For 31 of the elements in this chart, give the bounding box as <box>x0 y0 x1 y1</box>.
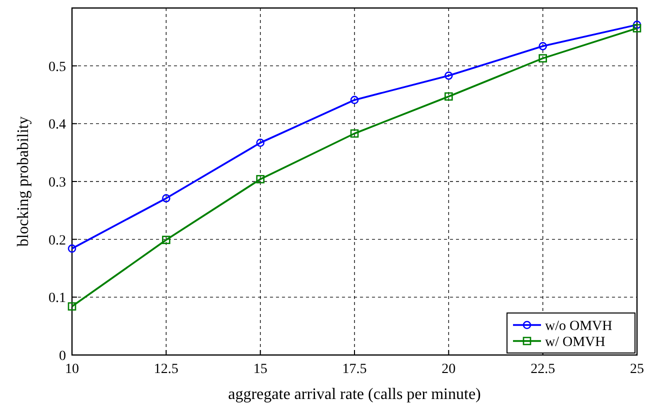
y-tick-label: 0.4 <box>48 118 66 133</box>
point <box>444 72 453 80</box>
legend-label: w/o OMVH <box>545 319 612 334</box>
legend-label: w/ OMVH <box>545 335 606 350</box>
y-tick-label: 0.3 <box>48 176 66 190</box>
point <box>632 20 642 29</box>
y-tick-label: 0 <box>59 349 66 364</box>
y-tick-label: 0.1 <box>48 291 66 306</box>
point <box>538 42 547 50</box>
x-tick-label: 22.5 <box>530 362 556 377</box>
x-tick-label: 25 <box>630 362 644 377</box>
point <box>350 129 359 138</box>
y-axis-title: blocking probability <box>15 116 32 247</box>
x-tick-label: 12.5 <box>154 362 178 377</box>
x-tick-label: 17.5 <box>342 362 367 377</box>
point <box>444 92 453 101</box>
x-tick-label: 10 <box>65 362 79 377</box>
point <box>162 236 170 244</box>
point <box>632 24 642 32</box>
x-axis-title: aggregate arrival rate (calls per minute) <box>228 386 481 403</box>
y-tick-label: 0.5 <box>48 60 66 75</box>
x-tick-label: 15 <box>253 362 268 377</box>
point <box>256 138 264 147</box>
point <box>350 96 359 104</box>
point <box>538 54 547 62</box>
point <box>256 175 264 184</box>
y-tick-label: 0.2 <box>48 233 66 248</box>
point <box>68 244 76 253</box>
x-tick-label: 20 <box>442 362 456 377</box>
point <box>162 194 170 202</box>
point <box>68 302 76 311</box>
